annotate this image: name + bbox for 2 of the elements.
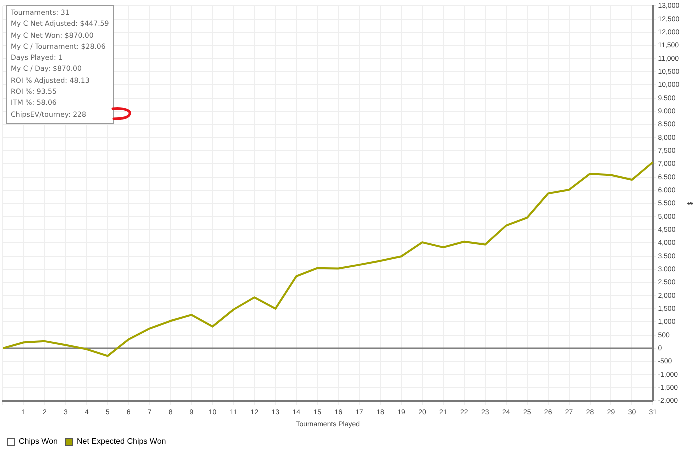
legend-label: Chips Won bbox=[19, 437, 58, 446]
legend-label: Net Expected Chips Won bbox=[76, 437, 166, 446]
